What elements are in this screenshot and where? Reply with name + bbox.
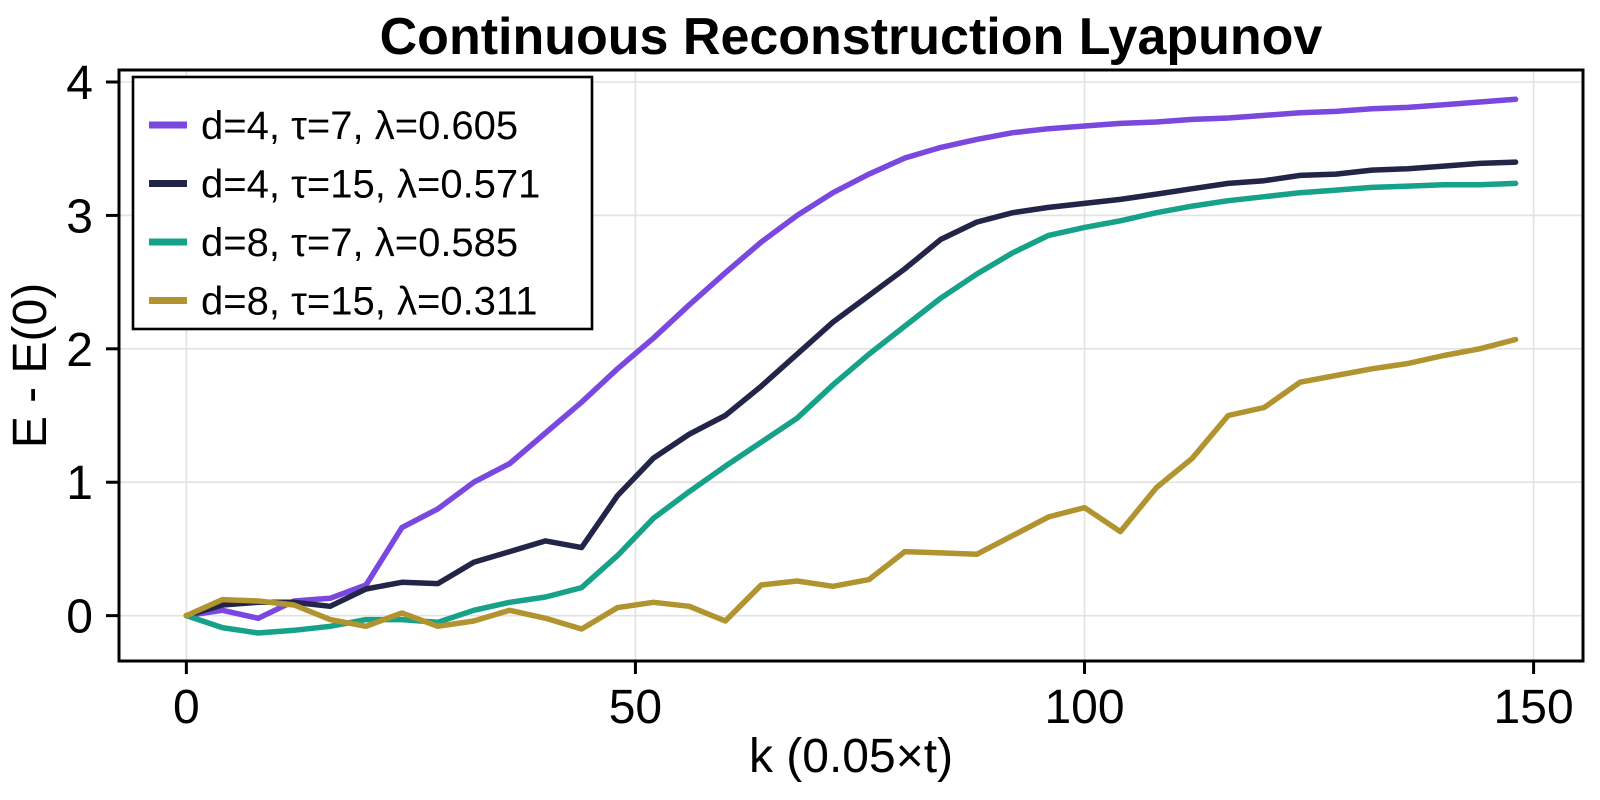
y-axis-label: E - E(0): [4, 283, 57, 448]
axes-frame: [117, 68, 1585, 663]
legend-label: d=4, τ=7, λ=0.605: [201, 104, 518, 148]
series-line-1: [183, 96, 1519, 622]
legend: d=4, τ=7, λ=0.605 d=4, τ=15, λ=0.571 d=8, …: [131, 75, 594, 331]
series-group: [183, 96, 1519, 636]
y-tick-label: 4: [66, 57, 93, 110]
legend-item: d=8, τ=15, λ=0.311: [149, 280, 537, 324]
y-tick-label: 1: [66, 457, 93, 510]
legend-label: d=8, τ=7, λ=0.585: [201, 221, 518, 265]
legend-item: d=4, τ=7, λ=0.605: [149, 104, 518, 148]
series-line-4: [183, 336, 1519, 632]
y-tick-label: 0: [66, 591, 93, 644]
legend-item: d=8, τ=7, λ=0.585: [149, 221, 518, 265]
x-tick-label: 50: [609, 681, 662, 734]
tick-group: [106, 80, 1536, 674]
series-line-3: [183, 180, 1519, 636]
x-tick-label: 150: [1494, 681, 1574, 734]
legend-item: d=4, τ=15, λ=0.571: [149, 163, 540, 207]
series-line-2: [183, 159, 1519, 619]
y-tick-label: 3: [66, 190, 93, 243]
y-tick-label: 2: [66, 324, 93, 377]
x-axis-label: k (0.05×t): [749, 730, 953, 783]
chart-title: Continuous Reconstruction Lyapunov: [380, 8, 1323, 66]
x-tick-label: 100: [1044, 681, 1124, 734]
legend-label: d=8, τ=15, λ=0.311: [201, 280, 537, 324]
x-tick-label: 0: [173, 681, 200, 734]
legend-label: d=4, τ=15, λ=0.571: [201, 163, 540, 207]
legend-box: [131, 75, 594, 331]
